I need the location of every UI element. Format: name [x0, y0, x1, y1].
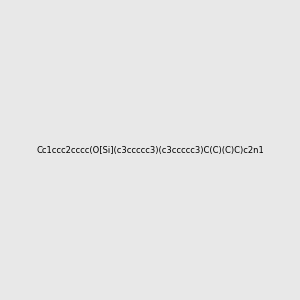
Text: Cc1ccc2cccc(O[Si](c3ccccc3)(c3ccccc3)C(C)(C)C)c2n1: Cc1ccc2cccc(O[Si](c3ccccc3)(c3ccccc3)C(C… — [36, 146, 264, 154]
